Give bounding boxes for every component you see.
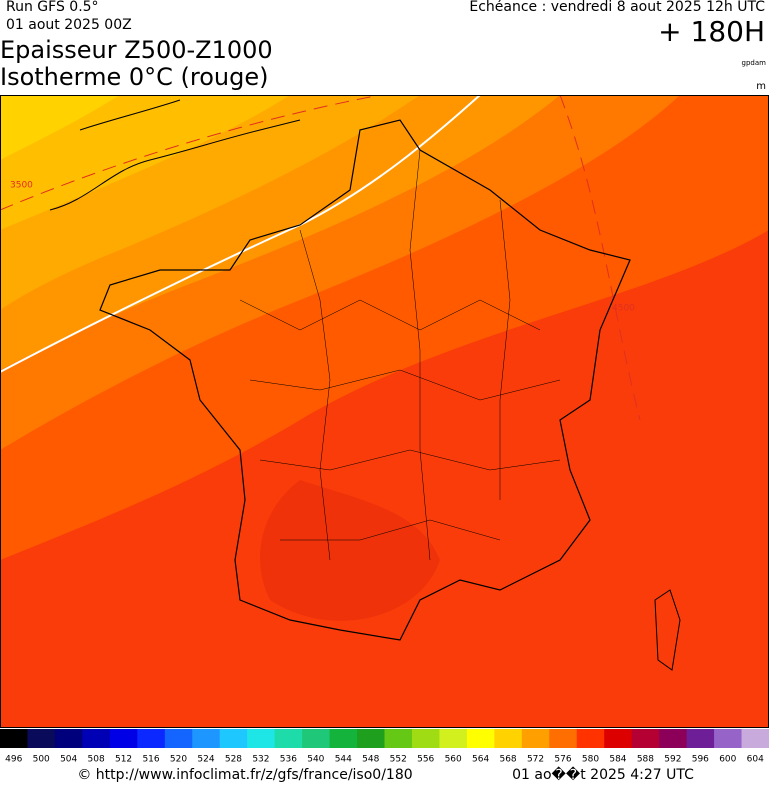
colorbar-swatch [576,729,605,748]
colorbar-label: 520 [170,755,187,765]
colorbar-label: 564 [472,755,489,765]
colorbar-swatch [384,729,413,748]
colorbar-swatch [192,729,221,748]
isotherm-line [0,95,481,373]
department-borders [239,149,561,561]
colorbar-swatch [466,729,495,748]
colorbar-swatch [357,729,385,748]
colorbar-swatch [137,729,166,748]
colorbar-label: 504 [60,755,77,765]
unit: m [756,81,766,92]
colorbar-label: 548 [362,755,379,765]
colorbar-swatch [109,729,138,748]
colorbar-label: 512 [115,755,132,765]
colorbar-swatch [631,729,660,748]
colorbar-label: 516 [142,755,159,765]
colorbar-swatch [659,729,688,748]
contour-label: 3500 [10,181,33,191]
coastline [49,99,301,211]
band [0,95,290,230]
colorbar-label: 588 [637,755,654,765]
colorbar-swatch [604,729,633,748]
colorbar-swatch [549,729,578,748]
colorbar-swatch [219,729,248,748]
colorbar-label: 524 [197,755,214,765]
echeance: Echéance : vendredi 8 aout 2025 12h UTC [469,0,765,15]
colorbar-swatch [302,729,331,748]
colorbar-label: 508 [88,755,105,765]
colorbar-swatch [494,729,523,748]
colorbar-label: 584 [609,755,626,765]
colorbar-label: 556 [417,755,434,765]
colorbar-label: 600 [719,755,736,765]
colorbar-swatch [714,729,743,748]
lead-time: + 180H [658,15,765,48]
generated-time: 01 ao��t 2025 4:27 UTC [512,766,694,783]
colorbar-label: 572 [527,755,544,765]
colorbar-label: 536 [280,755,297,765]
colorbar-swatch [247,729,276,748]
colorbar-swatch [54,729,83,748]
title: Epaisseur Z500-Z1000 [0,36,273,64]
colorbar-label: 592 [664,755,681,765]
run-date: 01 aout 2025 00Z [6,17,132,33]
colorbar-swatch [0,729,28,748]
colorbar-swatch [686,729,715,748]
map: 3500 4500 [0,95,769,728]
colorbar-swatch [82,729,111,748]
colorbar-label: 540 [307,755,324,765]
colorbar-label: 544 [335,755,352,765]
colorbar-label: 552 [390,755,407,765]
colorbar-label: 528 [225,755,242,765]
contour-line [0,95,381,211]
colorbar-label: 496 [5,755,22,765]
colorbar-label: 500 [33,755,50,765]
contour-label: 4500 [612,304,635,314]
colorbar-swatch [274,729,303,748]
colorbar-swatch [329,729,358,748]
colorbar-label: 560 [445,755,462,765]
france-outline [99,119,631,641]
colorbar-label: 596 [692,755,709,765]
colorbar-label: 576 [554,755,571,765]
colorbar-swatch [741,729,769,748]
colorbar-swatch [27,729,56,748]
band [260,480,440,621]
colorbar: 496 500 504 508 512 516 520 524 528 532 536 540 544 5… [0,729,769,765]
source-url: © http://www.infoclimat.fr/z/gfs/france/… [77,767,412,783]
band [0,95,120,160]
colorbar-label: 532 [252,755,269,765]
unit: gpdam [742,59,767,67]
corsica [654,589,681,671]
run: Run GFS 0.5° [6,0,99,15]
colorbar-label: 568 [499,755,516,765]
colorbar-label: 604 [747,755,764,765]
contour-line [559,95,641,421]
colorbar-swatch [411,729,440,748]
subtitle: Isotherme 0°C (rouge) [0,63,269,91]
colorbar-swatch [521,729,550,748]
colorbar-swatch [164,729,193,748]
colorbar-label: 580 [582,755,599,765]
colorbar-swatch [439,729,468,748]
